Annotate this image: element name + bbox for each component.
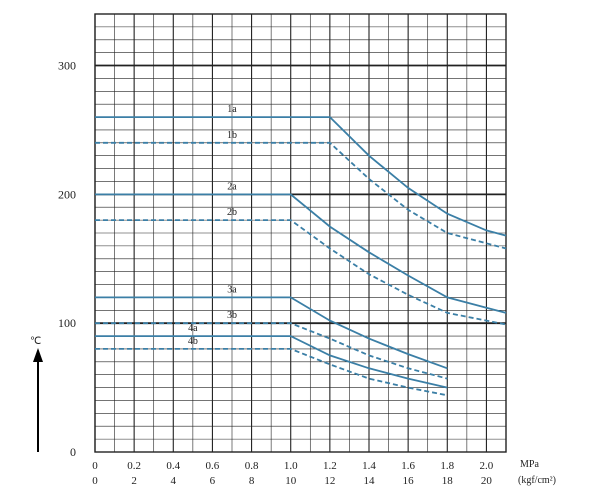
x-axis-unit-mpa: MPa xyxy=(520,459,539,470)
x-tick-label-kgf: 2 xyxy=(131,475,137,486)
x-tick-label-mpa: 2.0 xyxy=(480,460,494,472)
x-tick-label-mpa: 0.6 xyxy=(206,460,220,472)
ticks-layer: 0 0.2 0.4 0.6 0.8 1.0 1.2 1.4 1.6 1.8 2.0 0 2 4 6 8 10 12… xyxy=(58,59,494,486)
x-tick-label-mpa: 1.4 xyxy=(362,460,376,472)
series-label-1b: 1b xyxy=(227,130,237,141)
series-label-1a: 1a xyxy=(227,104,237,115)
x-tick-label-mpa: 1.6 xyxy=(401,460,415,472)
y-tick-label: 200 xyxy=(58,187,76,201)
x-tick-label-kgf: 4 xyxy=(171,475,177,486)
x-tick-label-kgf: 20 xyxy=(481,475,493,486)
series-layer xyxy=(95,116,507,397)
x-tick-label-mpa: 1.8 xyxy=(440,460,454,472)
y-axis-arrow-head xyxy=(33,348,43,362)
series-label-3b: 3b xyxy=(227,310,237,321)
labels-layer: 1a 1b 2a 2b 3a 3b 4a 4b xyxy=(188,104,237,347)
x-tick-label-kgf: 14 xyxy=(364,475,376,486)
series-line-4b xyxy=(95,348,448,397)
series-line-2a xyxy=(95,193,507,314)
y-tick-label: 100 xyxy=(58,316,76,330)
x-tick-label-kgf: 8 xyxy=(249,475,255,486)
x-tick-label-kgf: 12 xyxy=(324,475,335,486)
x-tick-label-mpa: 0.8 xyxy=(245,460,259,472)
y-tick-label: 0 xyxy=(70,445,76,459)
x-tick-label-kgf: 18 xyxy=(442,475,454,486)
series-label-3a: 3a xyxy=(227,284,237,295)
x-tick-label-mpa: 0.2 xyxy=(127,460,141,472)
series-label-2a: 2a xyxy=(227,181,237,192)
series-label-4a: 4a xyxy=(188,323,198,334)
series-line-1a xyxy=(95,116,507,237)
x-tick-label-kgf: 0 xyxy=(92,475,98,486)
series-line-3b xyxy=(95,322,448,380)
series-line-2b xyxy=(95,219,507,326)
series-label-2b: 2b xyxy=(227,207,237,218)
x-tick-label-mpa: 0 xyxy=(92,460,98,472)
x-tick-label-mpa: 0.4 xyxy=(166,460,180,472)
plot-frame xyxy=(94,13,507,453)
series-line-3a xyxy=(95,296,448,370)
series-line-1b xyxy=(95,141,507,250)
x-tick-label-kgf: 6 xyxy=(210,475,216,486)
x-tick-label-mpa: 1.0 xyxy=(284,460,298,472)
x-tick-label-mpa: 1.2 xyxy=(323,460,337,472)
series-line-4a xyxy=(95,335,448,389)
y-tick-label: 300 xyxy=(58,59,76,73)
y-axis-label: ℃ xyxy=(30,336,41,347)
x-tick-label-kgf: 10 xyxy=(285,475,297,486)
series-label-4b: 4b xyxy=(188,336,198,347)
x-axis-unit-kgf: (kgf/cm²) xyxy=(518,475,556,486)
x-tick-label-kgf: 16 xyxy=(403,475,415,486)
